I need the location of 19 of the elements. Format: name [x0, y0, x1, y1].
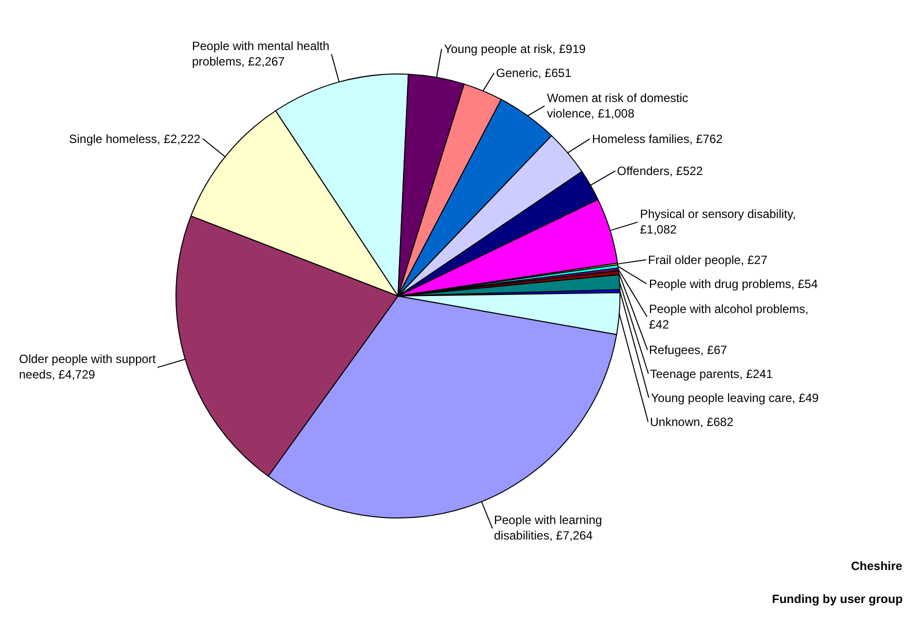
slice-label: Women at risk of domestic violence, £1,008: [547, 91, 688, 121]
slice-label: Offenders, £522: [617, 164, 704, 178]
slice-label: Homeless families, £762: [592, 132, 724, 146]
slice-label: Physical or sensory disability, £1,082: [640, 207, 796, 237]
slice-label: Single homeless, £2,222: [69, 132, 201, 146]
slice-label: Refugees, £67: [649, 343, 728, 357]
text: Cheshire: [851, 559, 903, 573]
slice-label: Older people with support needs, £4,729: [19, 352, 156, 382]
slice-label: Teenage parents, £241: [650, 367, 774, 381]
slice-label: Young people at risk, £919: [444, 42, 586, 56]
slice-label: People with drug problems, £54: [649, 277, 818, 291]
slice-label: Young people leaving care, £49: [651, 391, 820, 405]
slice-label: People with mental health problems, £2,267: [192, 39, 330, 69]
slice-label: Generic, £651: [496, 66, 572, 80]
slice-label: Unknown, £682: [650, 415, 734, 429]
slice-label: Frail older people, £27: [648, 253, 768, 267]
slice-label: People with learning disabilities, £7,264: [494, 513, 602, 543]
slice-label: People with alcohol problems, £42: [649, 302, 808, 332]
text: Funding by user group: [772, 592, 903, 606]
